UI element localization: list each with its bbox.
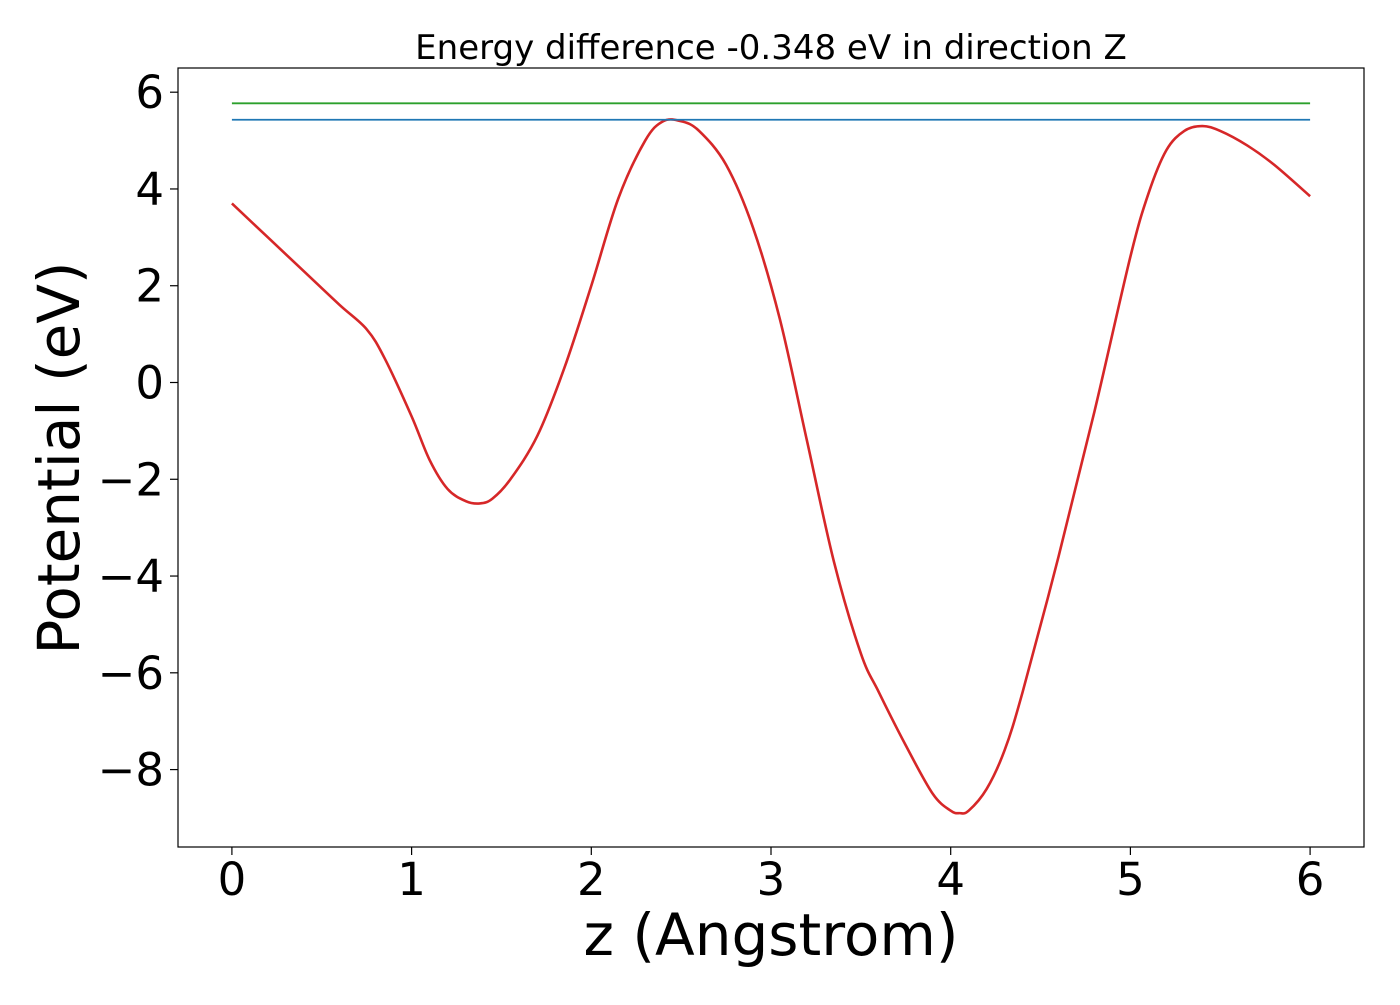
x-tick-label: 3 [757,853,786,906]
x-tick-label: 1 [397,853,426,906]
y-axis-label: Potential (eV) [25,261,93,654]
axes-frame [177,67,1365,848]
x-tick-label: 0 [218,853,247,906]
x-tick-label: 6 [1296,853,1325,906]
y-tick-label: 4 [135,163,164,216]
series-line-1 [231,118,1311,815]
x-tick-label: 5 [1116,853,1145,906]
x-axis-ticks: 0 1 2 3 4 5 6 [218,847,1325,906]
y-tick-label: −2 [98,453,164,506]
y-axis-ticks: −8 −6 −4 −2 0 2 4 6 [98,66,178,797]
y-tick-label: −8 [98,744,164,797]
y-tick-label: 6 [135,66,164,119]
y-tick-label: 0 [135,357,164,410]
x-tick-label: 2 [577,853,606,906]
y-tick-label: 2 [135,260,164,313]
y-tick-label: −6 [98,647,164,700]
series-layer [231,102,1311,815]
x-tick-label: 4 [936,853,965,906]
chart-title: Energy difference -0.348 eV in direction… [415,28,1127,68]
x-axis-label: z (Angstrom) [584,901,959,969]
y-tick-label: −4 [98,550,164,603]
